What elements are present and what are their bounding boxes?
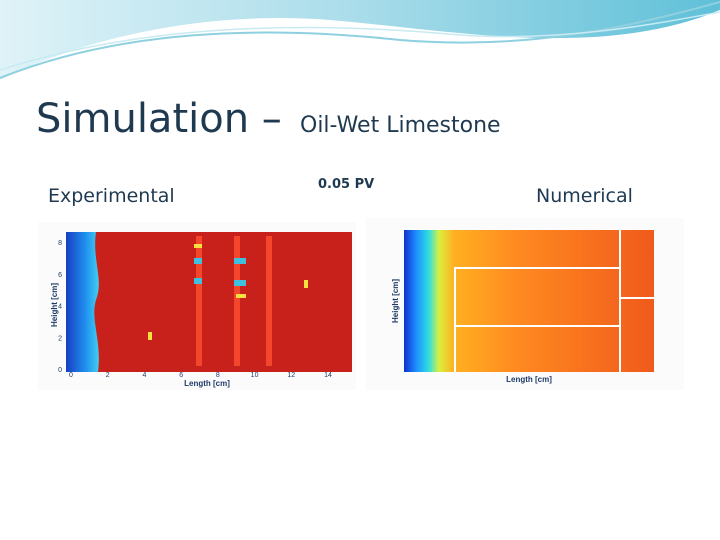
x-axis-label: Length [cm] [184, 379, 230, 388]
y-tick-label: 4 [58, 304, 62, 311]
pv-label: 0.05 PV [318, 177, 374, 192]
numerical-plot: Length [cm] Height [cm] [366, 218, 684, 390]
numerical-label: Numerical [536, 185, 633, 207]
y-axis-label: Height [cm] [50, 283, 59, 327]
x-tick-label: 8 [216, 372, 220, 379]
x-tick-label: 14 [324, 372, 332, 379]
x-tick-label: 12 [287, 372, 295, 379]
x-tick-label: 0 [69, 372, 73, 379]
y-tick-label: 6 [58, 272, 62, 279]
y-tick-label: 2 [58, 335, 62, 342]
x-tick-label: 4 [142, 372, 146, 379]
y-tick-label: 0 [58, 367, 62, 374]
y-axis-label: Height [cm] [391, 279, 400, 323]
x-tick-label: 10 [251, 372, 259, 379]
x-tick-label: 6 [179, 372, 183, 379]
experimental-label: Experimental [48, 185, 175, 207]
x-axis-label: Length [cm] [506, 375, 552, 384]
header-decoration [0, 0, 720, 80]
x-tick-label: 2 [106, 372, 110, 379]
y-tick-label: 8 [58, 240, 62, 247]
title-sub: Oil-Wet Limestone [300, 113, 501, 138]
title-main: Simulation – [36, 96, 282, 142]
